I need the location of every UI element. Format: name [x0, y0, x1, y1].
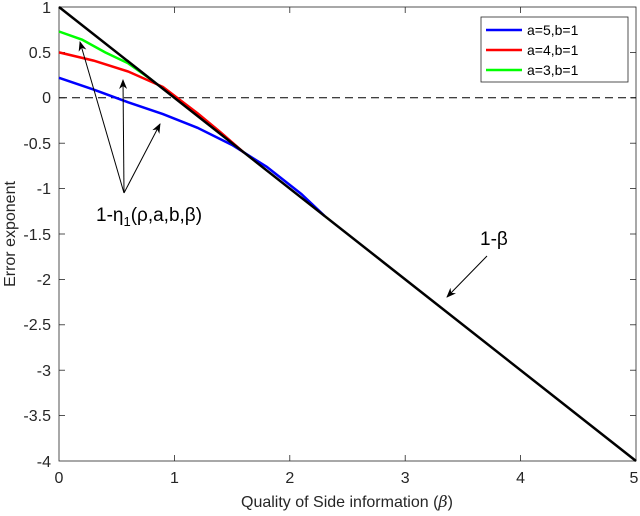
- y-tick-label: -4: [37, 454, 51, 471]
- x-ticks: [173, 7, 521, 461]
- y-tick-label: 0.5: [29, 45, 51, 62]
- legend: a=5,b=1 a=4,b=1 a=3,b=1: [480, 16, 629, 83]
- y-tick-label: -3: [37, 363, 51, 380]
- y-tick-label: 1: [42, 0, 51, 17]
- eta-annotation: 1-η1(ρ,a,b,β): [96, 205, 202, 229]
- y-tick-label: -0.5: [23, 136, 51, 153]
- y-tick-label: 0: [42, 90, 51, 107]
- beta-annotation: 1-β: [480, 229, 508, 250]
- y-tick-label: -2.5: [23, 317, 51, 334]
- y-tick-label: -3.5: [23, 408, 51, 425]
- eta-annotation-arrows: [78, 41, 161, 194]
- series-one-minus-beta: [58, 6, 637, 462]
- series-a5-b1: [58, 76, 326, 217]
- x-tick-label: 3: [401, 470, 410, 487]
- x-tick-label: 5: [630, 470, 639, 487]
- y-tick-label: -1: [37, 181, 51, 198]
- legend-item: a=5,b=1: [527, 22, 579, 38]
- y-tick-label: -1.5: [23, 227, 51, 244]
- x-tick-label: 2: [285, 470, 294, 487]
- y-tick-labels: 1 0.5 0 -0.5 -1 -1.5 -2 -2.5 -3 -3.5 -4: [23, 0, 51, 471]
- series-a4-b1: [58, 51, 245, 154]
- legend-item: a=4,b=1: [527, 42, 579, 58]
- x-tick-label: 4: [516, 470, 525, 487]
- y-tick-label: -2: [37, 272, 51, 289]
- x-tick-label: 1: [170, 470, 179, 487]
- x-tick-label: 0: [55, 470, 64, 487]
- legend-item: a=3,b=1: [527, 62, 579, 78]
- x-axis-label: Quality of Side information (β): [241, 492, 453, 511]
- y-axis-label: Error exponent: [2, 181, 19, 287]
- x-tick-labels: 0 1 2 3 4 5: [55, 470, 639, 487]
- beta-annotation-arrow: [446, 255, 488, 298]
